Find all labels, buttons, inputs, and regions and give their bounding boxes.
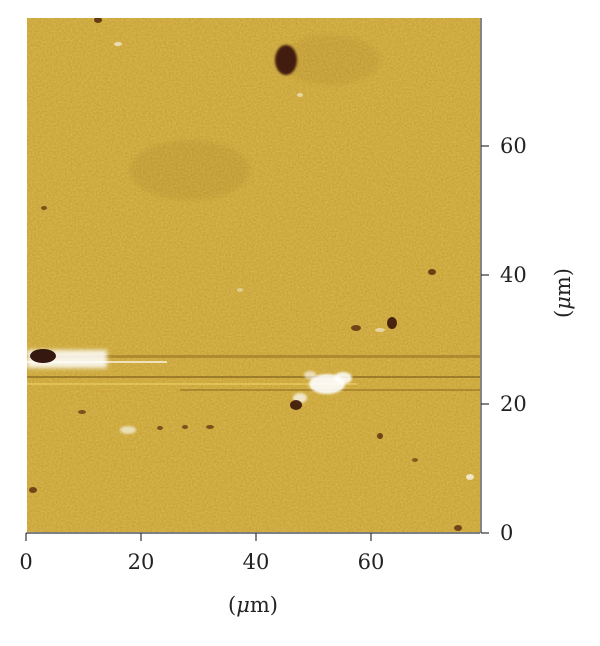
y-tick-label: 40	[500, 263, 527, 287]
shade-region	[130, 140, 250, 200]
y-axis-ticks: 0 20 40 60	[481, 134, 527, 545]
bright-specks	[114, 42, 474, 480]
x-tick-label: 40	[243, 550, 270, 574]
afm-image	[27, 18, 480, 532]
afm-texture-dark	[27, 18, 480, 532]
x-tick-label: 0	[19, 550, 32, 574]
y-tick-label: 0	[500, 521, 513, 545]
x-axis-ticks: 0 20 40 60	[19, 533, 384, 574]
scan-line	[27, 355, 480, 358]
x-tick-label: 60	[358, 550, 385, 574]
y-axis-unit-label: (μm)	[551, 268, 575, 318]
x-tick-label: 20	[128, 550, 155, 574]
bright-cluster	[120, 371, 352, 434]
y-tick-label: 20	[500, 392, 527, 416]
y-tick-label: 60	[500, 134, 527, 158]
x-axis-unit-label: (μm)	[228, 593, 278, 617]
dark-pits	[29, 18, 462, 531]
shade-region	[280, 35, 380, 85]
scan-line	[27, 383, 357, 385]
scan-line	[27, 376, 480, 378]
